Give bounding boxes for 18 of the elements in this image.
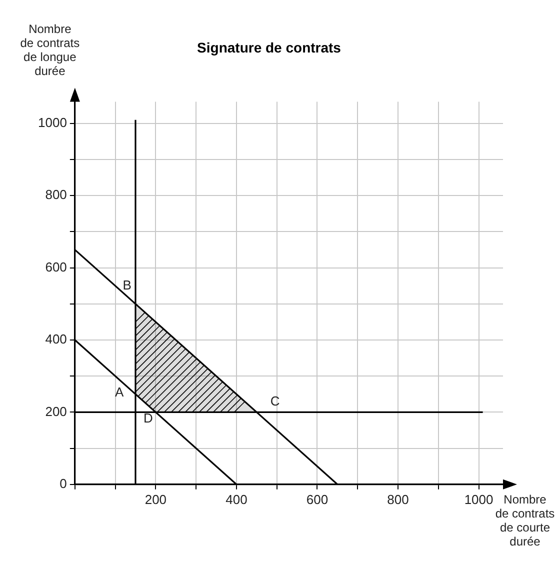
x-tick-label: 200 [144,492,167,507]
x-axis-title: Nombre de contrats de courte durée [495,492,555,549]
y-tick-label: 200 [45,404,67,419]
annotation: B [122,277,132,292]
y-tick-label: 0 [60,476,67,491]
y-tick-label: 800 [45,187,67,202]
annotation: A [115,384,124,400]
y-tick-label: 1000 [38,115,67,130]
y-tick-label: 400 [45,332,67,347]
y-tick-label: 600 [45,259,67,274]
x-tick-label: 600 [306,492,328,507]
x-tick-label: 400 [226,492,248,507]
annotation: C [270,394,280,409]
chart-title: Signature de contrats [197,39,342,56]
annotation: D [143,410,153,426]
x-tick-label: 800 [387,492,409,507]
x-tick-label: 1000 [464,492,494,507]
y-axis-title: Nombre de contrats de longue durée [20,22,80,78]
